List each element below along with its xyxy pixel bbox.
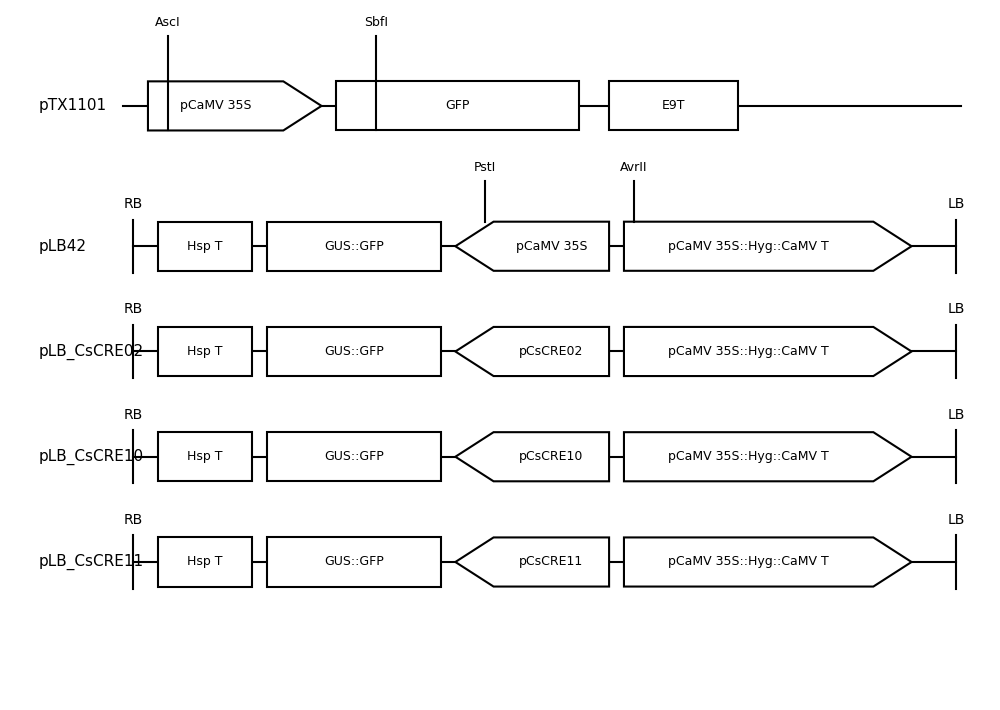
Text: LB: LB [947, 197, 965, 211]
Text: SbfI: SbfI [364, 16, 388, 28]
Text: Hsp T: Hsp T [187, 345, 223, 358]
Text: RB: RB [123, 513, 143, 527]
Text: GUS::GFP: GUS::GFP [324, 555, 384, 569]
Text: AscI: AscI [155, 16, 181, 28]
Bar [158, 537, 252, 586]
Text: LB: LB [947, 513, 965, 527]
Polygon shape [624, 537, 912, 586]
Polygon shape [148, 82, 322, 131]
Text: PstI: PstI [474, 161, 496, 174]
Text: pCsCRE02: pCsCRE02 [519, 345, 584, 358]
Text: pLB_CsCRE11: pLB_CsCRE11 [39, 554, 144, 570]
Polygon shape [455, 537, 609, 586]
Text: pCaMV 35S::Hyg::CaMV T: pCaMV 35S::Hyg::CaMV T [668, 345, 829, 358]
Text: AvrII: AvrII [620, 161, 648, 174]
Text: pCaMV 35S::Hyg::CaMV T: pCaMV 35S::Hyg::CaMV T [668, 240, 829, 253]
Text: pCaMV 35S::Hyg::CaMV T: pCaMV 35S::Hyg::CaMV T [668, 450, 829, 463]
Polygon shape [455, 432, 609, 481]
Polygon shape [455, 327, 609, 376]
Bar [158, 327, 252, 376]
Polygon shape [455, 222, 609, 271]
Bar [336, 82, 579, 131]
Bar [267, 222, 440, 271]
Text: Hsp T: Hsp T [187, 240, 223, 253]
Text: Hsp T: Hsp T [187, 450, 223, 463]
Text: RB: RB [123, 197, 143, 211]
Text: LB: LB [947, 302, 965, 317]
Text: E9T: E9T [662, 99, 685, 112]
Text: GUS::GFP: GUS::GFP [324, 450, 384, 463]
Text: Hsp T: Hsp T [187, 555, 223, 569]
Text: pLB_CsCRE10: pLB_CsCRE10 [39, 449, 144, 465]
Text: LB: LB [947, 408, 965, 422]
Text: GUS::GFP: GUS::GFP [324, 345, 384, 358]
Text: pCsCRE10: pCsCRE10 [519, 450, 584, 463]
Text: pCaMV 35S: pCaMV 35S [516, 240, 587, 253]
Polygon shape [624, 222, 912, 271]
Text: pCaMV 35S::Hyg::CaMV T: pCaMV 35S::Hyg::CaMV T [668, 555, 829, 569]
Text: pCsCRE11: pCsCRE11 [519, 555, 583, 569]
Bar [267, 537, 440, 586]
Bar [267, 432, 440, 481]
Text: pLB_CsCRE02: pLB_CsCRE02 [39, 344, 144, 359]
Text: pLB42: pLB42 [39, 239, 87, 253]
Text: RB: RB [123, 302, 143, 317]
Text: pCaMV 35S: pCaMV 35S [180, 99, 251, 112]
Text: pTX1101: pTX1101 [39, 99, 107, 114]
Bar [158, 432, 252, 481]
Text: GUS::GFP: GUS::GFP [324, 240, 384, 253]
Text: RB: RB [123, 408, 143, 422]
Text: GFP: GFP [446, 99, 470, 112]
Bar [609, 82, 738, 131]
Bar [267, 327, 440, 376]
Bar [158, 222, 252, 271]
Polygon shape [624, 432, 912, 481]
Polygon shape [624, 327, 912, 376]
